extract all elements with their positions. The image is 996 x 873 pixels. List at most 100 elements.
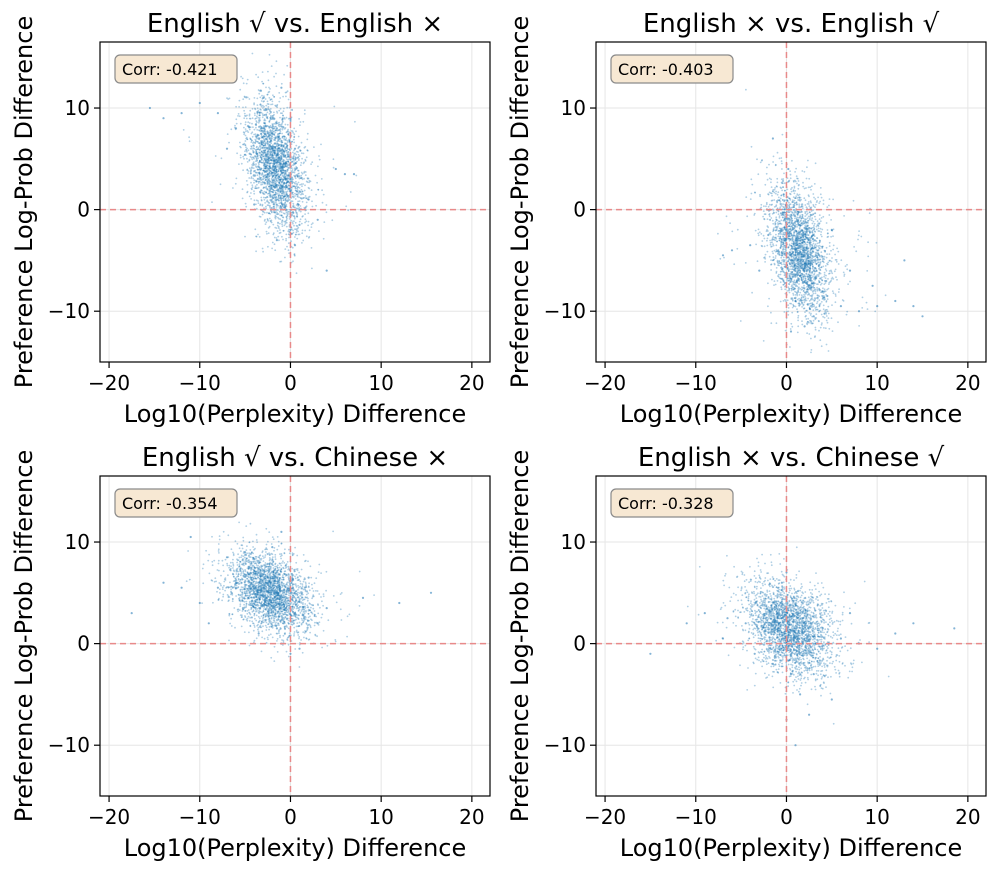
cloud-point [819, 283, 822, 286]
cloud-point [258, 126, 260, 129]
cloud-point [802, 220, 805, 223]
cloud-point [787, 180, 790, 183]
cloud-point [800, 259, 803, 262]
cloud-point [793, 199, 796, 202]
cloud-point [276, 110, 278, 113]
cloud-point [273, 165, 275, 167]
scatter-point [180, 112, 183, 115]
cloud-point [268, 177, 271, 180]
cloud-point [270, 188, 272, 190]
cloud-point [270, 190, 272, 193]
cloud-point [772, 252, 774, 255]
cloud-point [263, 146, 265, 149]
cloud-point [277, 133, 279, 136]
cloud-point [275, 184, 278, 187]
cloud-point [272, 165, 275, 168]
cloud-point [291, 140, 293, 143]
cloud-point [282, 155, 285, 158]
cloud-point [802, 181, 804, 184]
cloud-point [255, 134, 258, 137]
cloud-point [286, 245, 288, 248]
cloud-point [293, 162, 295, 165]
cloud-point [820, 251, 823, 254]
cloud-point [263, 170, 266, 173]
cloud-point [822, 315, 824, 318]
cloud-point [818, 320, 820, 323]
cloud-point [273, 142, 276, 145]
cloud-point [819, 326, 822, 329]
cloud-point [263, 163, 266, 166]
cloud-point [264, 177, 266, 180]
cloud-point [280, 126, 283, 128]
cloud-point [259, 216, 262, 218]
cloud-point [253, 170, 256, 173]
cloud-point [264, 167, 267, 170]
cloud-point [263, 182, 266, 184]
cloud-point [804, 242, 807, 245]
cloud-point [270, 187, 273, 190]
cloud-point [282, 149, 285, 152]
cloud-point [298, 203, 300, 206]
cloud-point [286, 214, 289, 217]
cloud-point [282, 165, 284, 168]
cloud-point [264, 98, 267, 100]
cloud-point [812, 213, 815, 216]
cloud-point [773, 188, 776, 191]
cloud-point [786, 267, 789, 270]
cloud-point [267, 143, 269, 146]
cloud-point [270, 98, 273, 101]
cloud-point [264, 202, 266, 204]
cloud-point [291, 192, 293, 195]
cloud-point [274, 147, 277, 150]
cloud-point [280, 82, 283, 85]
cloud-point [307, 177, 310, 180]
cloud-point [792, 238, 794, 241]
cloud-point [269, 124, 272, 127]
scatter-point [325, 269, 328, 272]
cloud-point [787, 269, 790, 272]
cloud-point [807, 159, 809, 162]
cloud-point [815, 269, 818, 272]
cloud-point [783, 244, 786, 247]
cloud-point [271, 176, 274, 179]
cloud-point [276, 137, 279, 140]
cloud-point [780, 194, 783, 197]
cloud-point [261, 146, 264, 149]
cloud-point [286, 131, 288, 133]
cloud-point [274, 137, 277, 140]
cloud-point [811, 244, 814, 246]
cloud-point [315, 204, 317, 207]
cloud-point [283, 135, 286, 138]
cloud-point [789, 251, 791, 254]
cloud-point [791, 284, 793, 286]
cloud-point [266, 137, 268, 140]
cloud-point [291, 160, 294, 163]
cloud-point [806, 224, 808, 227]
cloud-point [792, 233, 795, 235]
cloud-point [301, 242, 303, 244]
cloud-point [276, 168, 278, 171]
cloud-point [305, 235, 308, 238]
cloud-point [254, 160, 257, 163]
cloud-point [274, 154, 277, 157]
cloud-point [812, 282, 815, 284]
cloud-point [812, 234, 815, 237]
cloud-point [300, 152, 303, 155]
cloud-point [799, 225, 801, 228]
cloud-point [274, 182, 277, 185]
cloud-point [280, 181, 283, 183]
cloud-point [273, 193, 276, 196]
cloud-point [828, 241, 831, 244]
cloud-point [283, 181, 285, 184]
cloud-point [263, 164, 265, 167]
cloud-point [828, 253, 831, 256]
cloud-point [259, 112, 261, 115]
cloud-point [288, 148, 291, 151]
cloud-point [774, 187, 776, 189]
cloud-point [303, 146, 306, 149]
cloud-point [801, 279, 803, 282]
cloud-point [828, 198, 831, 201]
cloud-point [254, 142, 256, 144]
cloud-point [302, 197, 304, 200]
cloud-point [283, 220, 286, 223]
